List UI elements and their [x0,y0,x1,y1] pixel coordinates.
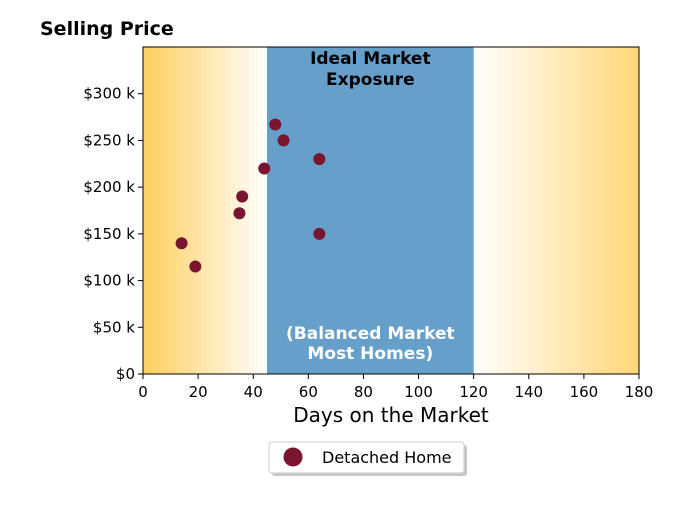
y-tick-label-4: $200 k [83,178,135,196]
x-tick-label-7: 140 [514,383,543,401]
data-point-0-5 [269,118,282,131]
x-tick-label-8: 160 [570,383,599,401]
plot-area: Ideal Market Exposure (Balanced Market M… [142,46,640,375]
y-tick-label-1: $50 k [93,318,135,336]
y-tick-label-2: $100 k [83,272,135,290]
x-tick-label-3: 60 [299,383,318,401]
legend-box [268,441,465,474]
data-point-0-3 [236,190,249,203]
y-tick-label-3: $150 k [83,225,135,243]
legend-label-detached-home: Detached Home [322,448,452,467]
x-tick-label-4: 80 [354,383,373,401]
data-point-0-6 [277,134,290,147]
y-tick-label-5: $250 k [83,131,135,149]
legend: Detached Home [268,441,467,476]
data-point-0-0 [175,237,188,250]
y-tick-label-0: $0 [116,365,135,383]
y-axis: $0 $50 k $100 k $150 k $200 k $250 k $300 k [83,85,143,383]
x-tick-label-2: 40 [244,383,263,401]
data-point-0-1 [189,260,202,273]
x-tick-label-0: 0 [138,383,148,401]
scatter-points [175,118,326,273]
data-point-0-2 [233,207,246,220]
band-top-label-line-1: Ideal Market [310,49,431,69]
y-tick-label-6: $300 k [83,85,135,103]
data-point-0-4 [258,162,271,175]
band-top-label-line-2: Exposure [326,70,415,90]
plot-frame [142,46,640,375]
data-point-0-7 [313,153,326,166]
x-axis-title: Days on the Market [293,403,489,427]
band-bottom-label-line-1: (Balanced Market [286,324,455,344]
chart-title: Selling Price [40,18,174,40]
ideal-exposure-band [267,47,474,374]
x-tick-label-9: 180 [625,383,654,401]
data-point-0-8 [313,227,326,240]
band-bottom-label-line-2: Most Homes) [307,344,433,364]
legend-marker-detached-home [283,447,303,467]
x-tick-label-1: 20 [189,383,208,401]
x-axis: 0 20 40 60 80 100 120 140 160 180 [138,374,653,401]
x-tick-label-6: 120 [459,383,488,401]
x-tick-label-5: 100 [404,383,433,401]
